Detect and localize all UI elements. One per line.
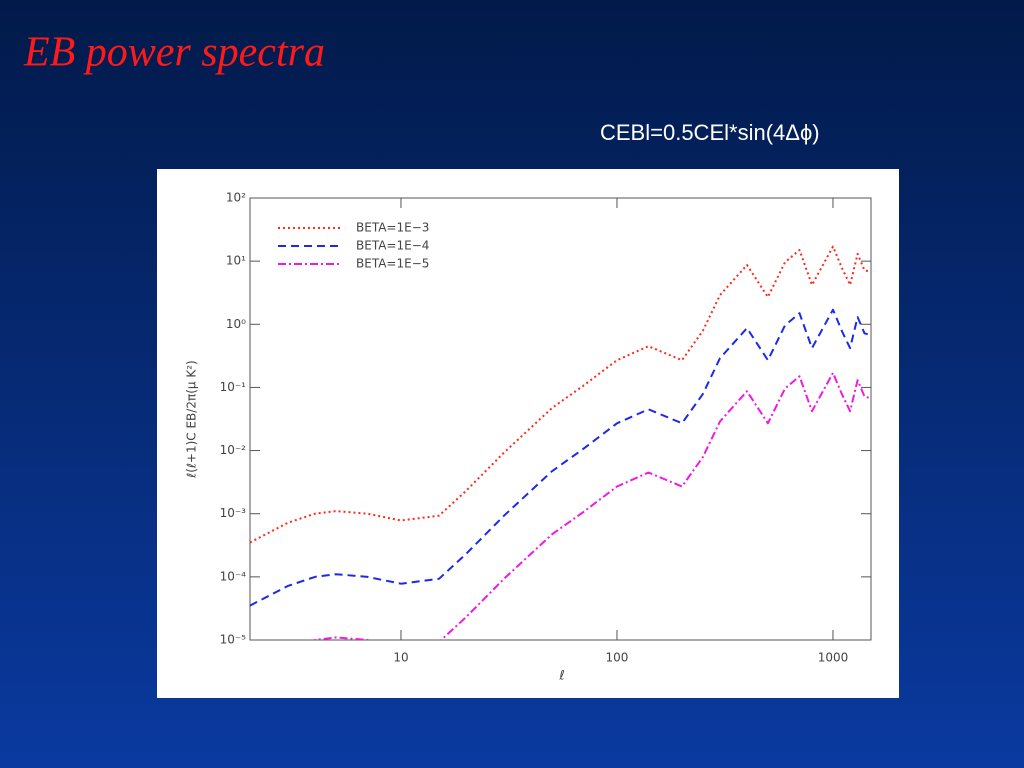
y-axis-label: ℓ(ℓ+1)C EB/2π(μ K²) <box>185 360 199 478</box>
y-tick-label: 10⁻⁵ <box>220 633 247 647</box>
series-line <box>311 371 871 640</box>
y-tick-label: 10⁻⁴ <box>220 569 247 583</box>
x-tick-label: 100 <box>606 651 629 665</box>
slide-title: EB power spectra <box>23 30 325 76</box>
x-tick-label: 1000 <box>818 651 849 665</box>
chart-panel <box>157 169 899 698</box>
y-tick-label: 10⁻³ <box>220 506 247 520</box>
plot-area <box>250 245 871 640</box>
legend-label: BETA=1E−3 <box>356 221 429 235</box>
series-line <box>250 245 871 544</box>
series-line <box>250 308 871 607</box>
y-tick-label: 10⁻¹ <box>220 380 247 394</box>
y-tick-label: 10⁰ <box>226 317 246 331</box>
plot-frame <box>249 197 872 641</box>
x-tick-label: 10 <box>393 651 408 665</box>
subtitle: CEBl=0.5CEl*sin(4Δϕ) <box>600 120 820 145</box>
y-tick-label: 10¹ <box>226 254 246 268</box>
legend-label: BETA=1E−5 <box>356 257 429 271</box>
legend-label: BETA=1E−4 <box>356 239 429 253</box>
y-tick-label: 10² <box>226 191 246 205</box>
x-axis-label: ℓ <box>558 669 564 684</box>
y-tick-label: 10⁻² <box>220 443 247 457</box>
